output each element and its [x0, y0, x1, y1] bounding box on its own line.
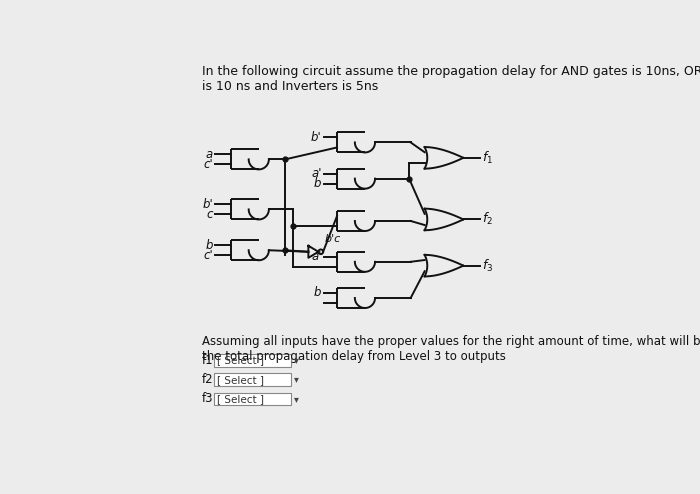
Text: b: b — [314, 287, 321, 299]
Text: b'c: b'c — [325, 234, 341, 244]
Text: c: c — [206, 208, 213, 221]
Text: $f_3$: $f_3$ — [482, 257, 494, 274]
Text: f2: f2 — [202, 373, 214, 386]
Text: a': a' — [311, 250, 321, 263]
Text: $f_1$: $f_1$ — [482, 150, 493, 166]
Text: ▾: ▾ — [294, 355, 298, 366]
Text: c': c' — [203, 249, 213, 262]
FancyBboxPatch shape — [214, 373, 291, 386]
Text: b': b' — [202, 198, 213, 211]
Text: In the following circuit assume the propagation delay for AND gates is 10ns, OR : In the following circuit assume the prop… — [202, 65, 700, 93]
Text: b': b' — [311, 131, 321, 144]
Text: a': a' — [311, 167, 321, 180]
FancyBboxPatch shape — [214, 393, 291, 405]
Text: f3: f3 — [202, 392, 214, 406]
Text: f1: f1 — [202, 354, 214, 367]
Text: [ Select ]: [ Select ] — [217, 374, 264, 385]
Text: ▾: ▾ — [294, 374, 298, 385]
Text: b: b — [206, 239, 213, 252]
Text: ▾: ▾ — [294, 394, 298, 404]
Text: [ Select ]: [ Select ] — [217, 394, 264, 404]
Text: Assuming all inputs have the proper values for the right amount of time, what wi: Assuming all inputs have the proper valu… — [202, 335, 700, 363]
Text: c': c' — [203, 158, 213, 171]
FancyBboxPatch shape — [214, 354, 291, 367]
Text: [ Select ]: [ Select ] — [217, 355, 264, 366]
Text: b: b — [314, 177, 321, 190]
Text: $f_2$: $f_2$ — [482, 211, 493, 228]
Text: a: a — [206, 148, 213, 161]
